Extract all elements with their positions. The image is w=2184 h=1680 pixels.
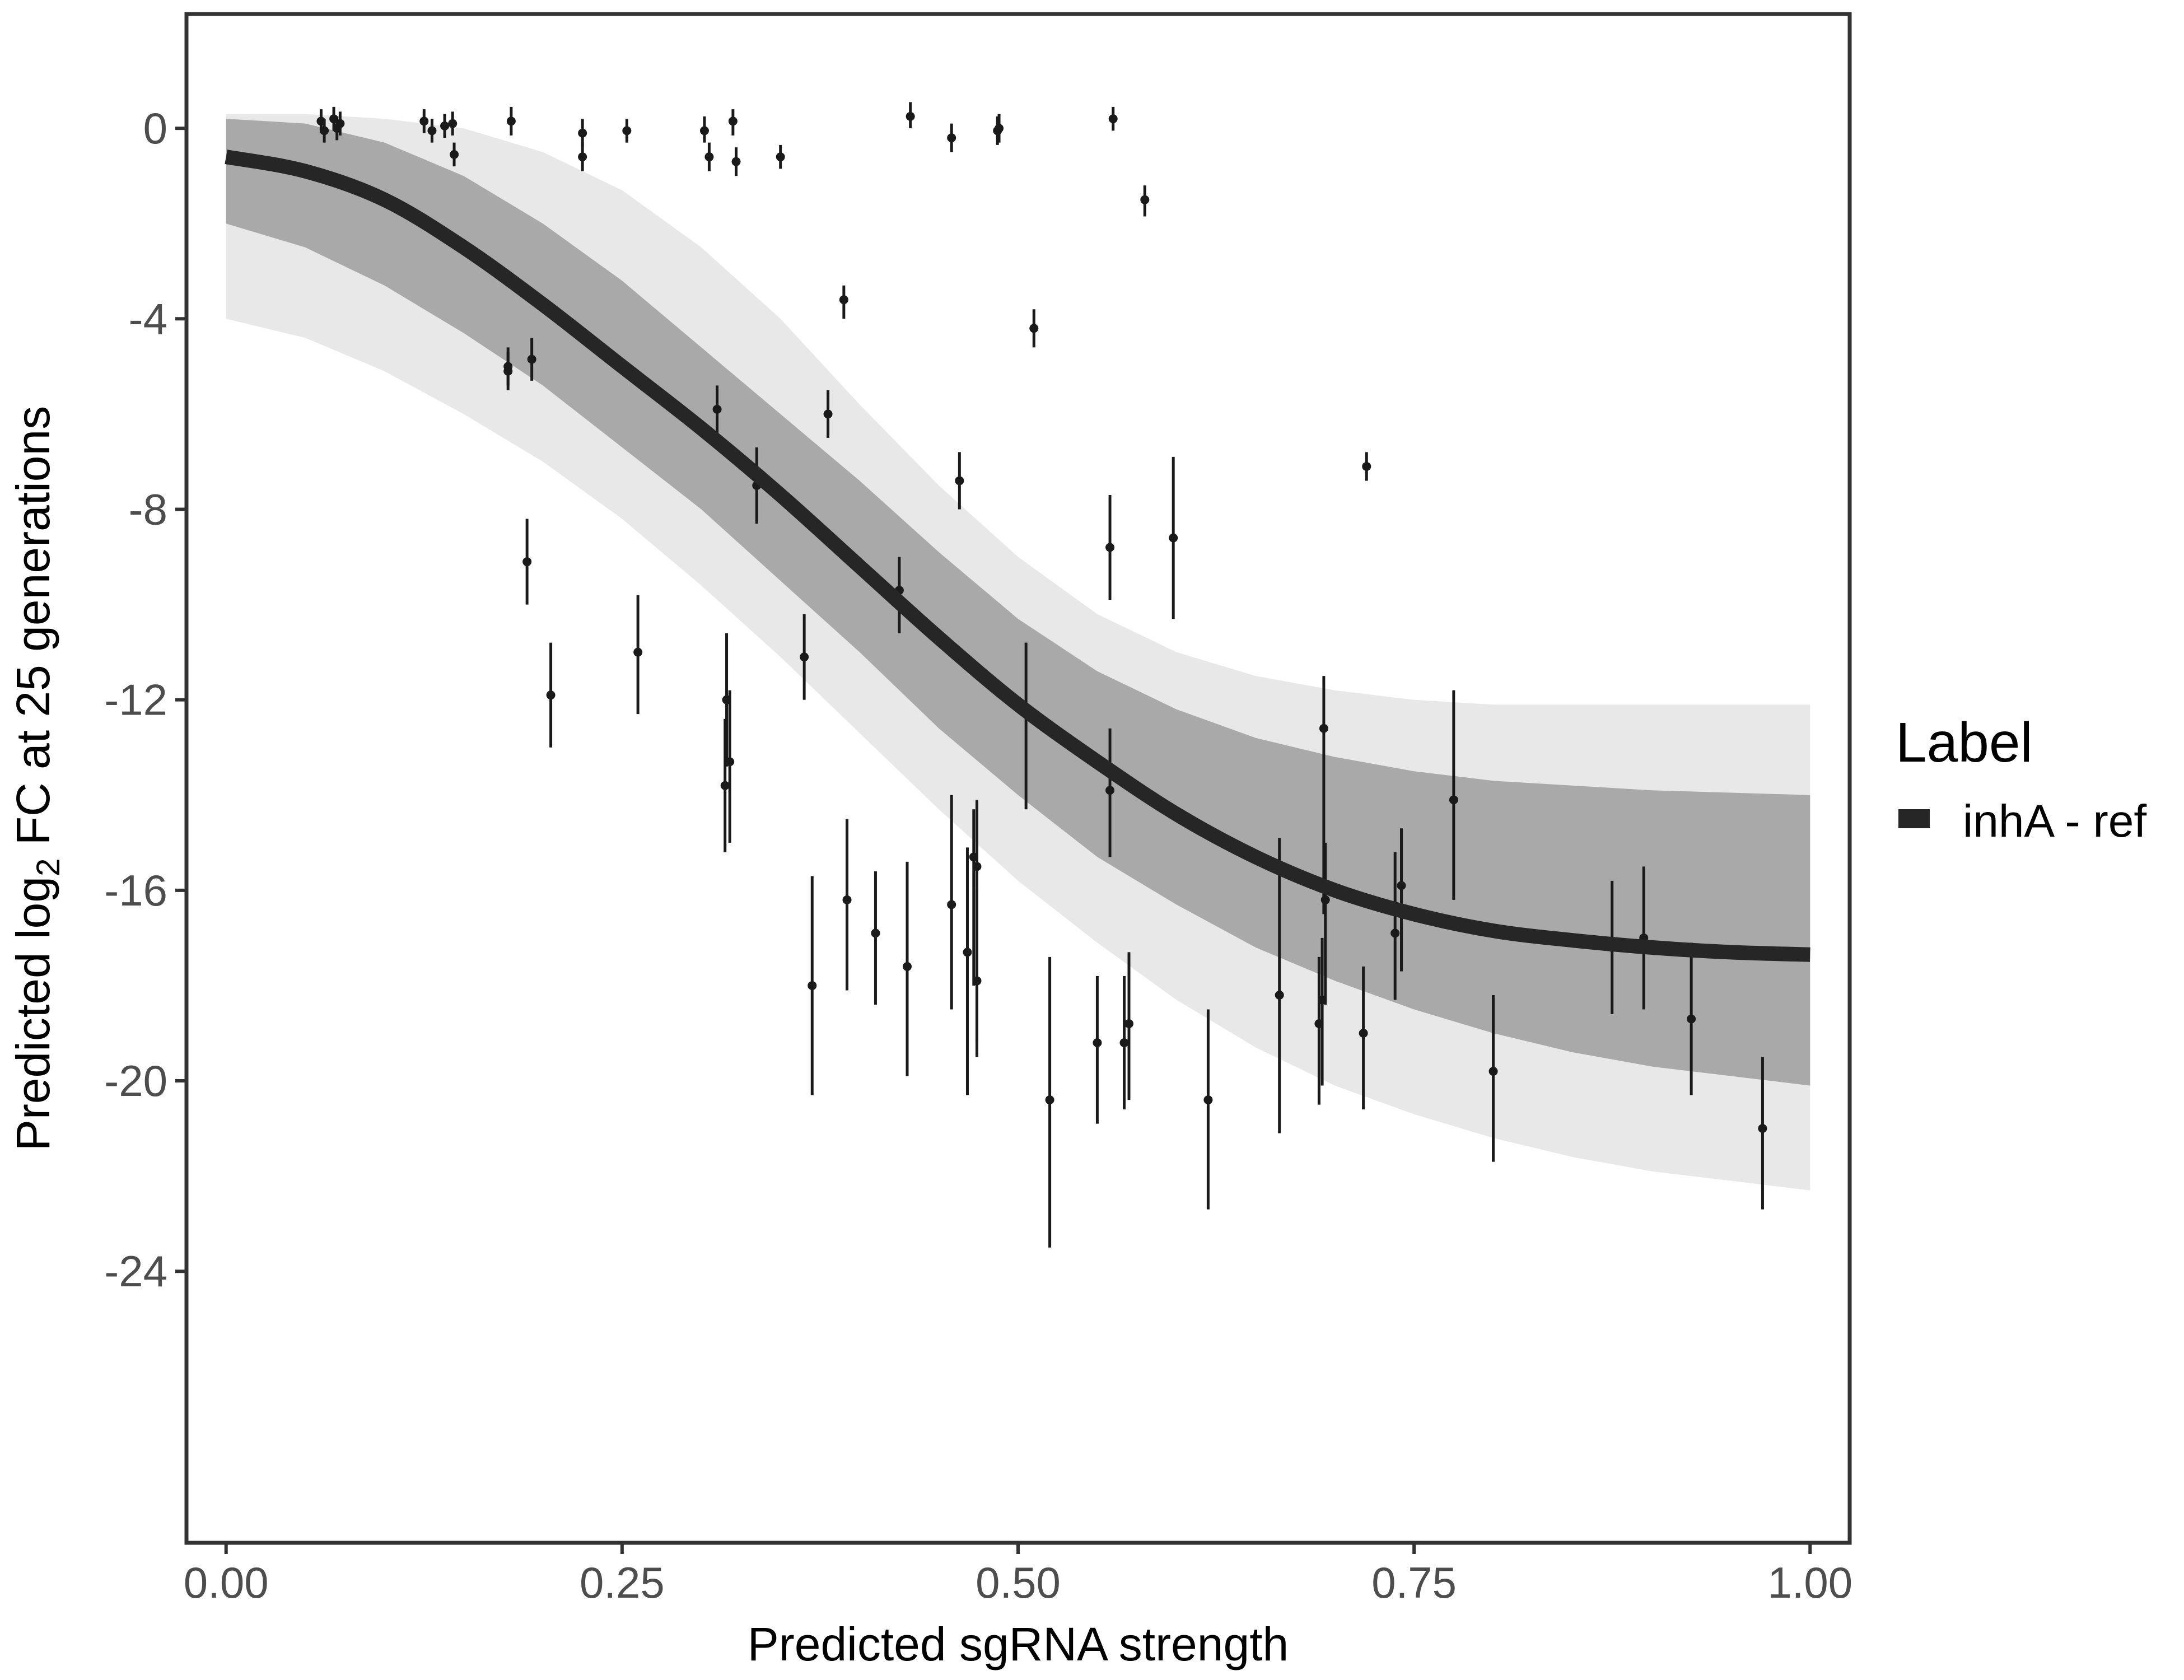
data-point-22 <box>712 404 722 414</box>
data-point-74 <box>1758 1124 1767 1133</box>
data-point-9 <box>450 150 459 159</box>
data-point-55 <box>1119 1038 1129 1048</box>
data-point-4 <box>335 119 345 128</box>
data-point-26 <box>728 116 738 126</box>
y-axis-title-suffix: FC at 25 generations <box>7 406 59 858</box>
data-point-6 <box>427 126 437 136</box>
data-point-21 <box>704 152 714 162</box>
data-point-51 <box>1093 1038 1102 1048</box>
fit-curve-inhA-ref <box>225 150 1810 962</box>
data-point-19 <box>633 647 643 657</box>
data-point-40 <box>947 900 956 909</box>
data-point-68 <box>1397 881 1406 890</box>
data-point-59 <box>1203 1095 1213 1105</box>
data-point-0 <box>316 116 326 126</box>
legend: Label inhA - ref <box>1896 711 2146 847</box>
data-point-73 <box>1687 1014 1696 1024</box>
data-point-14 <box>527 354 536 364</box>
data-point-41 <box>955 476 964 486</box>
y-tick-label-2: -8 <box>129 484 167 534</box>
data-point-18 <box>622 126 632 136</box>
data-point-12 <box>503 366 513 376</box>
data-point-64 <box>1320 895 1330 904</box>
data-point-45 <box>972 976 982 986</box>
legend-title: Label <box>1896 711 2033 774</box>
data-point-30 <box>800 652 809 662</box>
y-tick-label-0: 0 <box>143 104 167 153</box>
legend-label-inhA-ref: inhA - ref <box>1963 796 2146 847</box>
data-point-53 <box>1105 786 1115 795</box>
x-axis: 0.00 0.25 0.50 0.75 1.00 <box>184 1543 1852 1607</box>
data-point-13 <box>522 557 532 567</box>
data-point-7 <box>440 121 450 130</box>
data-point-25 <box>725 757 735 767</box>
data-point-63 <box>1319 724 1328 733</box>
data-point-37 <box>903 962 912 971</box>
data-point-15 <box>546 690 556 700</box>
data-point-33 <box>839 295 848 305</box>
data-point-70 <box>1488 1067 1498 1076</box>
plot-panel <box>225 102 1810 1248</box>
x-tick-label-1: 0.25 <box>580 1558 665 1607</box>
data-point-58 <box>1169 533 1178 543</box>
y-axis-title-subscript: 2 <box>30 858 67 876</box>
data-point-16 <box>578 128 587 138</box>
y-tick-label-6: -24 <box>104 1247 167 1296</box>
x-tick-label-3: 0.75 <box>1371 1558 1457 1607</box>
data-point-54 <box>1108 114 1118 124</box>
x-tick-label-2: 0.50 <box>976 1558 1061 1607</box>
y-tick-label-5: -20 <box>104 1056 167 1105</box>
x-axis-title: Predicted sgRNA strength <box>748 1618 1289 1670</box>
data-point-29 <box>776 152 785 162</box>
data-point-50 <box>1045 1095 1054 1105</box>
data-point-17 <box>578 152 587 162</box>
data-point-42 <box>963 948 972 957</box>
data-point-44 <box>972 862 982 871</box>
y-axis-title: Predicted log2 FC at 25 generations <box>7 406 67 1151</box>
data-point-24 <box>720 781 730 790</box>
data-point-1 <box>320 126 329 136</box>
y-tick-label-3: -12 <box>104 675 167 725</box>
data-point-35 <box>871 928 880 938</box>
x-tick-label-4: 1.00 <box>1767 1558 1852 1607</box>
data-point-60 <box>1275 990 1284 1000</box>
data-point-67 <box>1390 928 1400 938</box>
data-point-2 <box>329 114 339 124</box>
data-point-43 <box>969 852 978 862</box>
data-point-65 <box>1359 1029 1368 1038</box>
data-point-38 <box>906 111 915 121</box>
data-point-20 <box>699 126 709 136</box>
data-point-57 <box>1140 195 1150 204</box>
data-point-32 <box>823 409 833 419</box>
data-point-8 <box>448 119 458 128</box>
x-tick-label-0: 0.00 <box>184 1558 269 1607</box>
y-axis: 0 -4 -8 -12 -16 -20 -24 <box>104 104 186 1296</box>
data-point-31 <box>808 981 817 990</box>
y-tick-label-4: -16 <box>104 866 167 915</box>
data-point-69 <box>1449 795 1458 805</box>
data-point-62 <box>1318 995 1327 1005</box>
legend-key-inhA-ref <box>1898 809 1930 828</box>
y-tick-label-1: -4 <box>129 294 167 343</box>
data-point-23 <box>722 695 731 704</box>
data-point-47 <box>995 124 1004 133</box>
data-point-34 <box>842 895 852 904</box>
data-point-61 <box>1314 1019 1324 1028</box>
data-point-52 <box>1105 543 1115 552</box>
data-point-49 <box>1029 324 1039 333</box>
y-axis-title-prefix: Predicted log <box>7 876 59 1151</box>
data-point-5 <box>419 116 429 126</box>
data-point-27 <box>731 157 741 166</box>
data-point-66 <box>1362 461 1371 471</box>
data-point-56 <box>1124 1019 1133 1028</box>
data-point-39 <box>947 133 956 143</box>
data-point-10 <box>506 116 516 126</box>
